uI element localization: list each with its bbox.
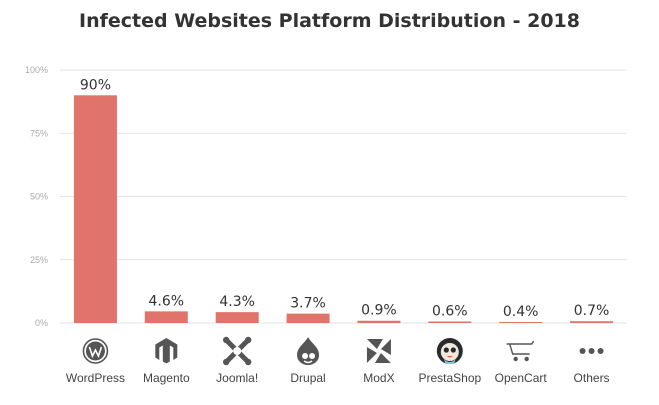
y-tick-label: 100% (25, 65, 48, 75)
y-tick-label: 25% (30, 255, 48, 265)
category-label: PrestaShop (418, 371, 481, 385)
joomla-icon (222, 336, 252, 366)
bar-joomla (215, 312, 259, 323)
category-label: Magento (143, 371, 190, 385)
category-label: ModX (363, 371, 394, 385)
bar-modx (357, 320, 401, 323)
bar-magento (144, 311, 188, 323)
others-icon (579, 348, 604, 354)
bar-opencart (499, 321, 543, 323)
category-label: Others (574, 371, 610, 385)
data-label: 4.6% (149, 293, 185, 309)
data-label: 0.9% (361, 303, 397, 319)
drupal-icon (297, 337, 320, 365)
bar-others (570, 321, 614, 323)
data-label: 90% (80, 77, 111, 93)
magento-icon (155, 338, 178, 364)
category-label: WordPress (66, 371, 125, 385)
data-label: 3.7% (290, 296, 326, 312)
modx-icon (366, 339, 391, 363)
bar-wordpress (73, 95, 117, 323)
opencart-icon (506, 340, 535, 362)
data-label: 0.4% (503, 304, 539, 320)
y-tick-label: 0% (35, 318, 48, 328)
wordpress-icon (82, 338, 109, 364)
prestashop-icon (436, 338, 463, 364)
data-label: 0.7% (574, 303, 610, 319)
bar-drupal (286, 313, 330, 323)
category-label: Drupal (290, 371, 325, 385)
category-label: OpenCart (495, 371, 548, 385)
y-tick-label: 50% (30, 192, 48, 202)
chart-title: Infected Websites Platform Distribution … (79, 10, 580, 32)
y-tick-label: 75% (30, 128, 48, 138)
bar-prestashop (428, 321, 472, 323)
data-label: 0.6% (432, 303, 468, 319)
category-label: Joomla! (216, 371, 258, 385)
data-label: 4.3% (219, 294, 255, 310)
